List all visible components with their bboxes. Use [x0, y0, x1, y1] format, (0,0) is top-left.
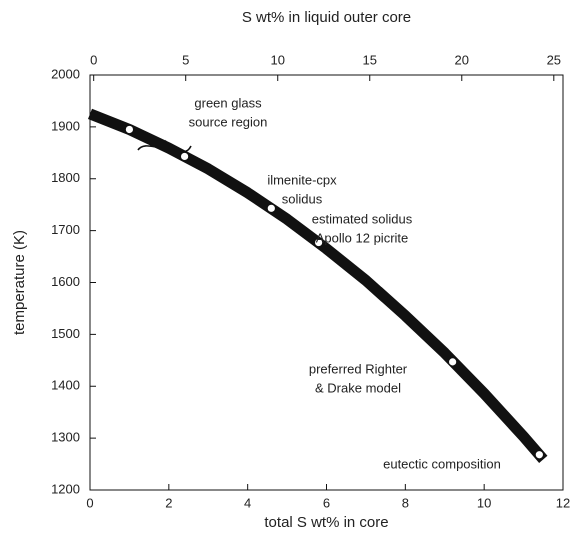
x2-tick-label: 20	[455, 52, 469, 67]
x-tick-label: 8	[402, 495, 409, 510]
x-tick-label: 10	[477, 495, 491, 510]
annotation: solidus	[282, 191, 323, 206]
y-tick-label: 1500	[51, 326, 80, 341]
annotation: source region	[189, 114, 268, 129]
y-tick-label: 1600	[51, 274, 80, 289]
x2-tick-label: 0	[90, 52, 97, 67]
y-tick-label: 1800	[51, 170, 80, 185]
x-axis-title: total S wt% in core	[264, 514, 388, 531]
y-tick-label: 2000	[51, 66, 80, 81]
x-tick-label: 4	[244, 495, 251, 510]
annotation: & Drake model	[315, 380, 401, 395]
annotation: ilmenite-cpx	[267, 172, 337, 187]
annotation: preferred Righter	[309, 361, 408, 376]
annotation: Apollo 12 picrite	[316, 230, 409, 245]
x2-tick-label: 5	[182, 52, 189, 67]
y-axis-title: temperature (K)	[11, 230, 28, 335]
x2-tick-label: 25	[547, 52, 561, 67]
curve	[87, 108, 548, 463]
x2-axis-title: S wt% in liquid outer core	[242, 9, 411, 26]
annotation: eutectic composition	[383, 456, 501, 471]
y-tick-label: 1400	[51, 378, 80, 393]
annotation: estimated solidus	[312, 211, 413, 226]
plot-frame	[89, 74, 564, 491]
x-tick-label: 2	[165, 495, 172, 510]
x2-tick-label: 10	[270, 52, 284, 67]
data-point	[447, 357, 458, 367]
y-tick-label: 1200	[51, 481, 80, 496]
data-point	[179, 151, 190, 162]
data-point	[266, 203, 277, 214]
y-tick-label: 1700	[51, 222, 80, 237]
data-point	[313, 237, 324, 248]
data-point	[534, 449, 545, 460]
data-point	[124, 124, 135, 135]
y-tick-label: 1300	[51, 430, 80, 445]
x2-tick-label: 15	[363, 52, 377, 67]
x-tick-label: 6	[323, 495, 330, 510]
y-tick-label: 1900	[51, 118, 80, 133]
annotation: green glass	[194, 95, 262, 110]
x-tick-label: 0	[86, 495, 93, 510]
x-tick-label: 12	[556, 495, 570, 510]
